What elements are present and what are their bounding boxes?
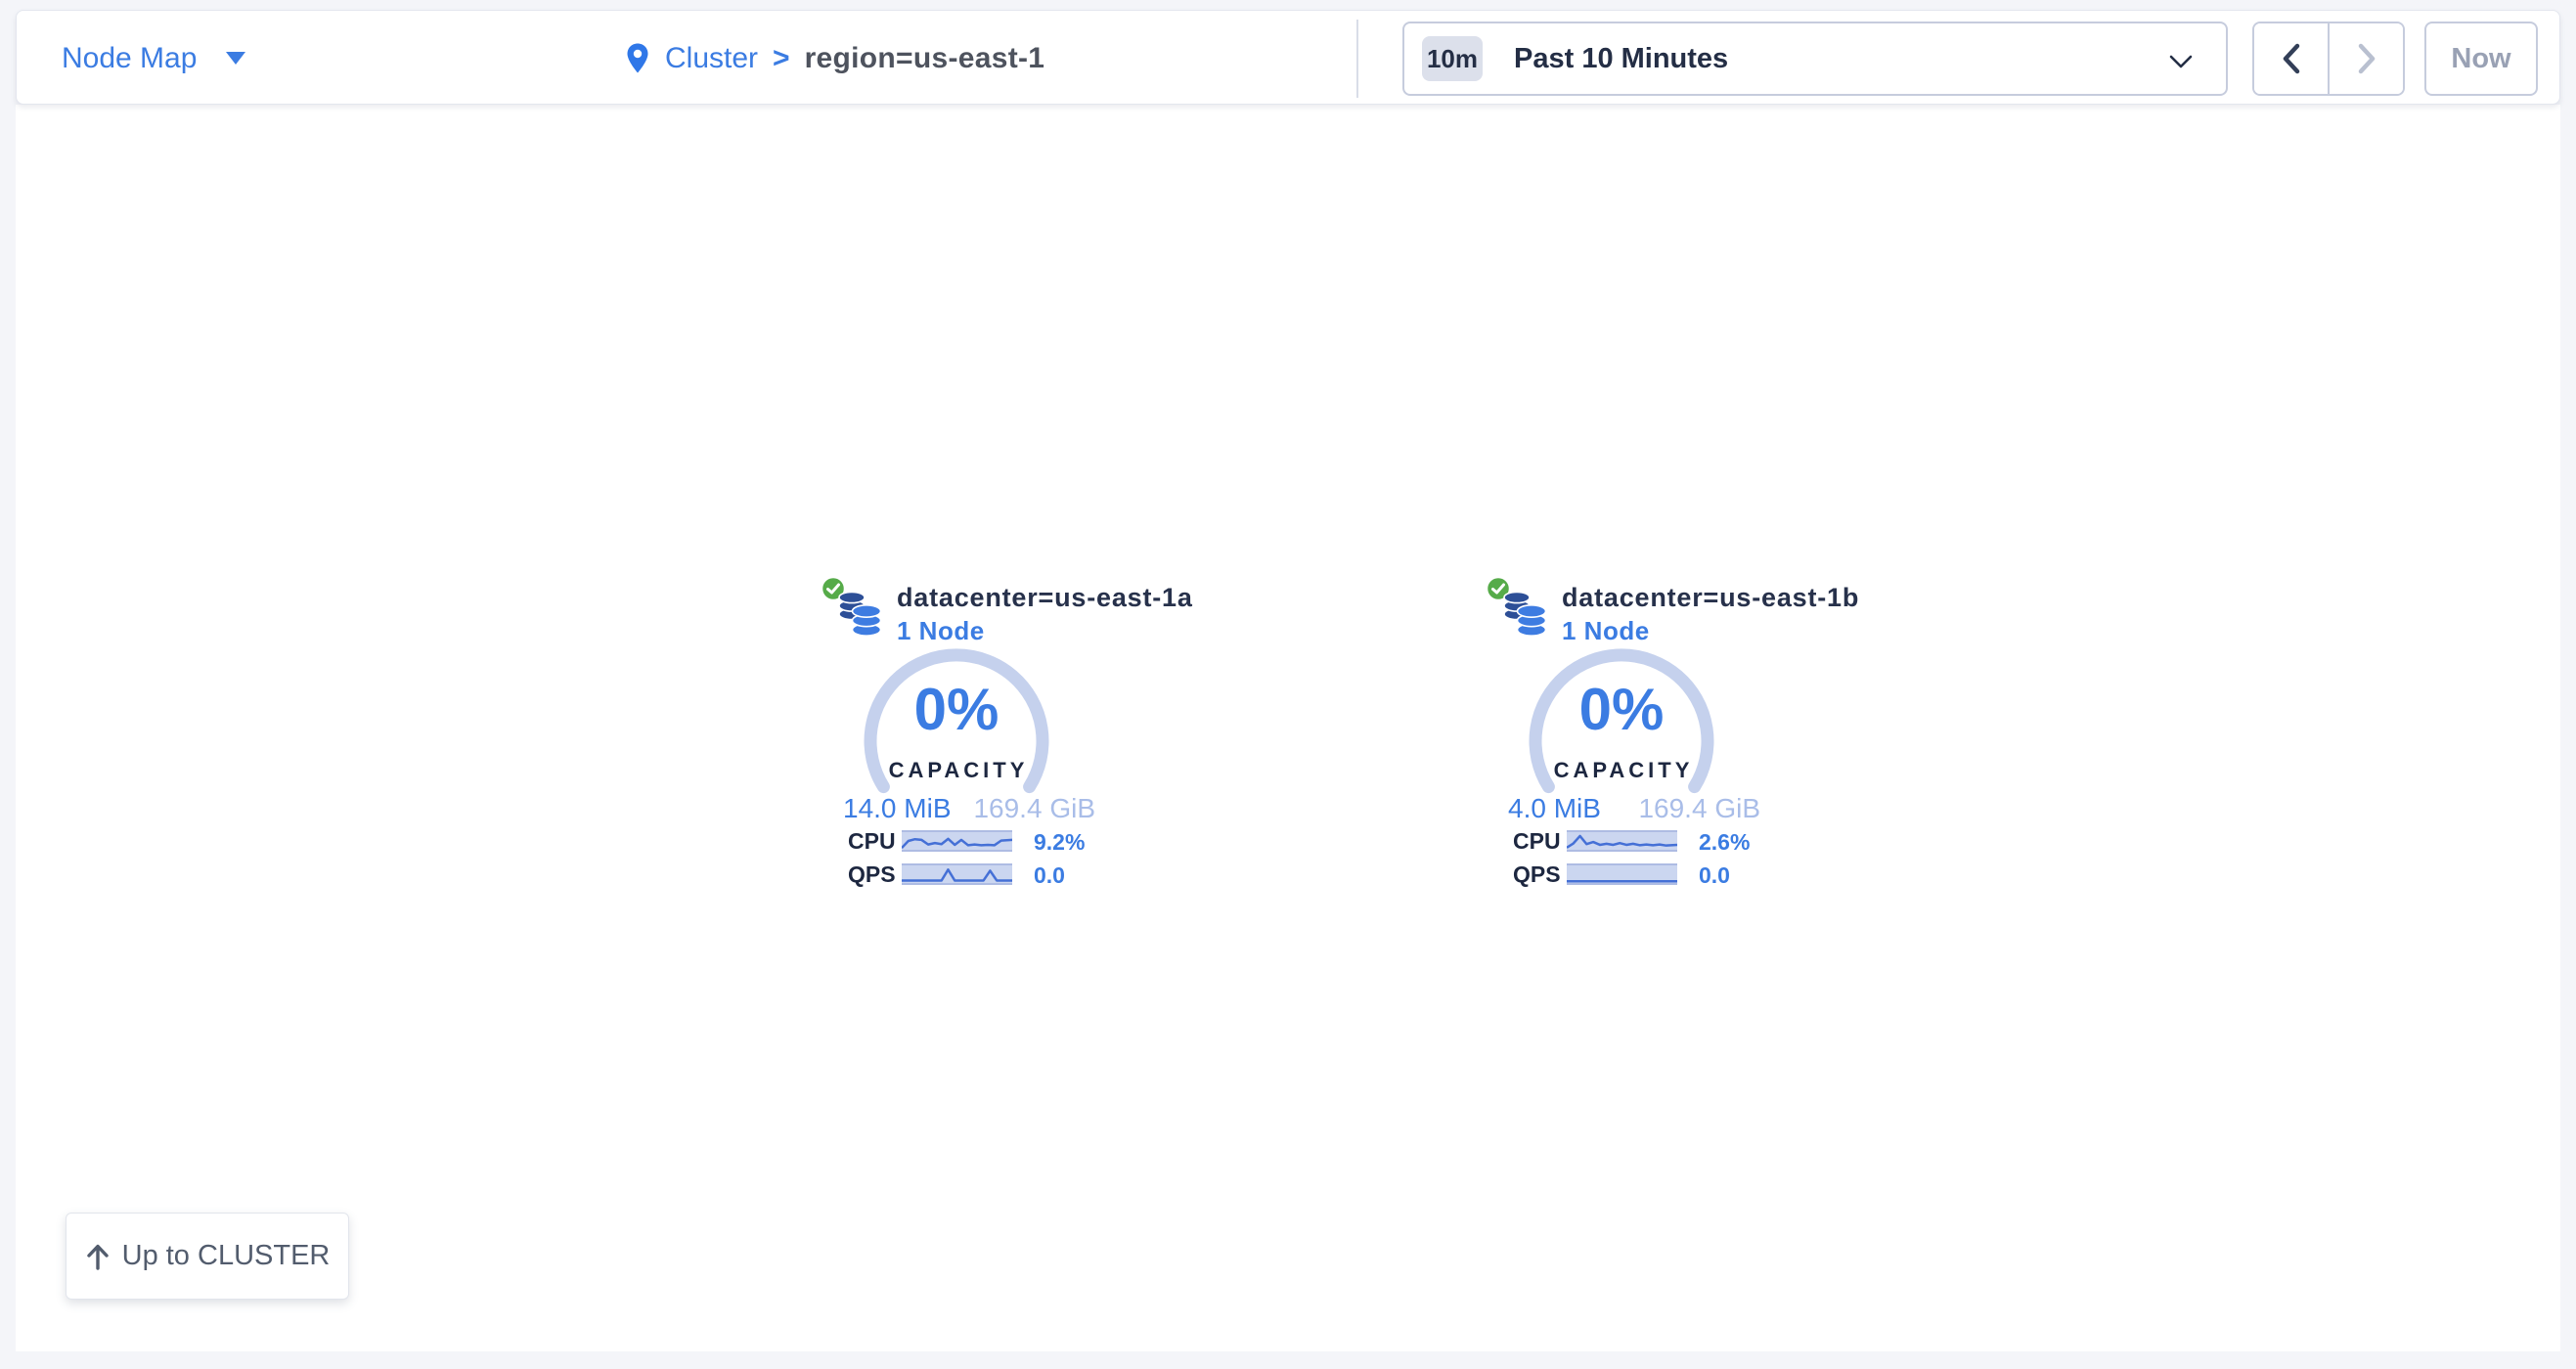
time-range-badge: 10m bbox=[1422, 36, 1483, 81]
cpu-value: 9.2% bbox=[1034, 829, 1086, 855]
cpu-label: CPU bbox=[1513, 828, 1561, 854]
capacity-percent: 0% bbox=[1578, 677, 1665, 742]
time-back-button[interactable] bbox=[2254, 23, 2330, 94]
locality-card-us-east-1a[interactable]: datacenter=us-east-1a 1 Node 0% CAPACITY… bbox=[820, 572, 1192, 895]
capacity-label: CAPACITY bbox=[888, 758, 1029, 782]
qps-label: QPS bbox=[848, 861, 896, 887]
qps-value: 0.0 bbox=[1034, 862, 1065, 888]
topbar: Node Map Cluster > region=us-east-1 10m … bbox=[16, 10, 2560, 105]
chevron-right-icon bbox=[2358, 43, 2375, 74]
arrow-up-icon bbox=[86, 1244, 109, 1270]
locality-database-icon bbox=[1503, 591, 1547, 637]
breadcrumb-separator: > bbox=[773, 41, 790, 74]
chevron-left-icon bbox=[2283, 43, 2299, 74]
location-pin-icon bbox=[627, 43, 648, 73]
locality-title: datacenter=us-east-1b bbox=[1562, 583, 1860, 612]
qps-sparkline bbox=[902, 863, 1012, 885]
cpu-sparkline bbox=[902, 830, 1012, 852]
cpu-label: CPU bbox=[848, 828, 896, 854]
capacity-total: 169.4 GiB bbox=[1638, 793, 1760, 823]
capacity-used: 4.0 MiB bbox=[1508, 793, 1601, 823]
capacity-percent: 0% bbox=[913, 677, 999, 742]
locality-title: datacenter=us-east-1a bbox=[897, 583, 1193, 612]
qps-sparkline bbox=[1567, 863, 1677, 885]
healthy-check-icon bbox=[820, 575, 847, 602]
qps-label: QPS bbox=[1513, 861, 1561, 887]
view-selector-label: Node Map bbox=[62, 41, 198, 74]
locality-node-count: 1 Node bbox=[1562, 616, 1650, 645]
cpu-sparkline bbox=[1567, 830, 1677, 852]
now-button[interactable]: Now bbox=[2424, 22, 2538, 96]
breadcrumb-cluster-link[interactable]: Cluster bbox=[665, 41, 759, 74]
time-range-label: Past 10 Minutes bbox=[1514, 42, 1729, 74]
capacity-label: CAPACITY bbox=[1553, 758, 1694, 782]
header-divider bbox=[1356, 20, 1358, 98]
up-to-cluster-label: Up to CLUSTER bbox=[121, 1240, 331, 1271]
cpu-value: 2.6% bbox=[1699, 829, 1751, 855]
locality-database-icon bbox=[838, 591, 882, 637]
healthy-check-icon bbox=[1485, 575, 1512, 602]
capacity-gauge-arc bbox=[864, 648, 1049, 794]
chevron-down-icon bbox=[2169, 55, 2193, 68]
up-to-cluster-button[interactable]: Up to CLUSTER bbox=[66, 1213, 349, 1300]
capacity-gauge-arc bbox=[1529, 648, 1714, 794]
time-forward-button[interactable] bbox=[2330, 23, 2403, 94]
capacity-total: 169.4 GiB bbox=[973, 793, 1095, 823]
caret-down-icon bbox=[226, 52, 246, 65]
breadcrumb-current: region=us-east-1 bbox=[804, 41, 1045, 74]
locality-node-count: 1 Node bbox=[897, 616, 985, 645]
locality-card-us-east-1b[interactable]: datacenter=us-east-1b 1 Node 0% CAPACITY… bbox=[1485, 572, 1858, 895]
time-range-dropdown[interactable]: 10m Past 10 Minutes bbox=[1402, 22, 2228, 96]
breadcrumb: Cluster > region=us-east-1 bbox=[625, 11, 1044, 106]
node-map-canvas: datacenter=us-east-1a 1 Node 0% CAPACITY… bbox=[16, 105, 2560, 1351]
qps-value: 0.0 bbox=[1699, 862, 1730, 888]
view-selector-dropdown[interactable]: Node Map bbox=[62, 11, 246, 106]
time-pager bbox=[2252, 22, 2405, 96]
capacity-used: 14.0 MiB bbox=[843, 793, 952, 823]
